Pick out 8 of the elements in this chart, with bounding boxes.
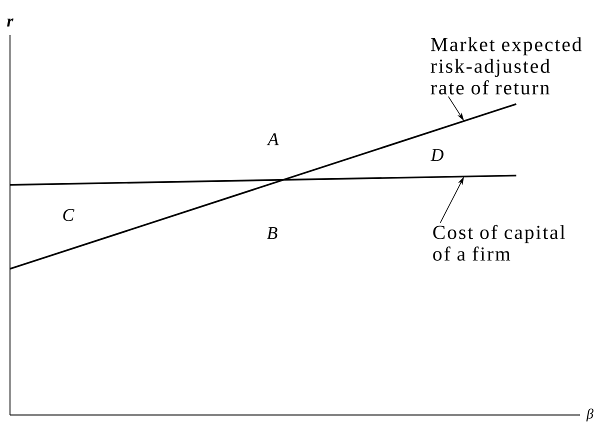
series-label: Market expected risk-adjusted rate of return [430, 37, 582, 94]
annotation: B [266, 227, 278, 239]
annotation: D [430, 149, 444, 161]
annotation: A [266, 133, 279, 146]
legend-label: Cost of capital of a firm [433, 224, 565, 261]
y-axis-title: r [7, 18, 14, 26]
x-axis-title: β [586, 408, 594, 422]
annotation: C [63, 209, 74, 222]
